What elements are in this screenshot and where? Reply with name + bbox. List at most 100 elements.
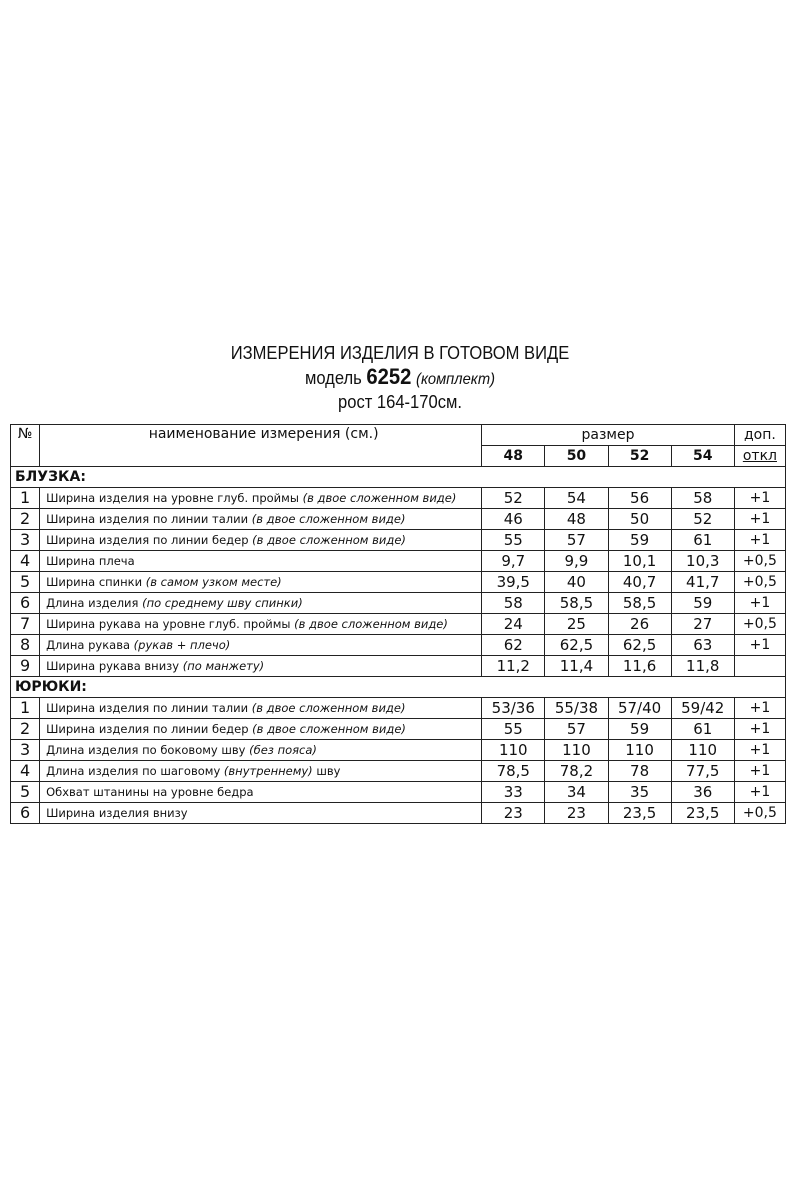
tolerance-value: +0,5 <box>733 571 787 593</box>
header-size-50: 50 <box>544 445 609 467</box>
measurement-note: (внутреннему) <box>223 764 313 778</box>
size-value: 55 <box>481 718 546 740</box>
row-number: 3 <box>9 529 41 551</box>
size-value: 10,3 <box>670 550 735 572</box>
section-title: БЛУЗКА: <box>10 466 786 488</box>
size-value: 23 <box>544 802 609 824</box>
model-suffix: (комплект) <box>416 371 496 388</box>
size-value: 52 <box>670 508 735 530</box>
size-value: 23,5 <box>670 802 735 824</box>
table-row: 2 Ширина изделия по линии бедер (в двое с… <box>9 718 787 740</box>
tolerance-value: +1 <box>733 529 787 551</box>
measurement-note: (в самом узком месте) <box>145 575 282 589</box>
tolerance-value: +1 <box>733 739 787 761</box>
size-value: 59 <box>607 529 672 551</box>
measurement-label: Ширина изделия по линии бедер <box>46 722 253 736</box>
size-value: 24 <box>481 613 546 635</box>
measurement-label: Ширина изделия внизу <box>46 806 188 820</box>
table-row: 8 Длина рукава (рукав + плечо) 62 62,5 62,5 6… <box>9 634 787 656</box>
tolerance-value: +1 <box>733 760 787 782</box>
measurement-label: Ширина изделия на уровне глуб. проймы <box>46 491 303 505</box>
measurement-label: Ширина рукава внизу <box>46 659 183 673</box>
tolerance-value: +1 <box>733 781 787 803</box>
row-number: 2 <box>9 508 41 530</box>
row-number: 4 <box>9 760 41 782</box>
document-header: ИЗМЕРЕНИЯ ИЗДЕЛИЯ В ГОТОВОМ ВИДЕ модель … <box>0 342 800 414</box>
row-number: 7 <box>9 613 41 635</box>
size-value: 48 <box>544 508 609 530</box>
size-value: 40 <box>544 571 609 593</box>
measurement-note: (в двое сложенном виде) <box>251 512 406 526</box>
measurement-note: (рукав + плечо) <box>133 638 231 652</box>
model-line: модель 6252 (комплект) <box>32 365 768 391</box>
measurement-label: Ширина изделия по линии бедер <box>46 533 253 547</box>
measurement-name: Длина рукава (рукав + плечо) <box>39 634 483 656</box>
size-value: 11,6 <box>607 655 672 677</box>
measurement-label: Ширина рукава на уровне глуб. проймы <box>46 617 295 631</box>
size-value: 77,5 <box>670 760 735 782</box>
table-row: 6 Ширина изделия внизу 23 23 23,5 23,5 +0,5 <box>9 802 787 824</box>
size-value: 61 <box>670 529 735 551</box>
measurement-note: (по манжету) <box>182 659 265 673</box>
size-value: 10,1 <box>607 550 672 572</box>
tolerance-value: +1 <box>733 487 787 509</box>
size-value: 25 <box>544 613 609 635</box>
measurement-label: Длина рукава <box>46 638 134 652</box>
measurement-label-tail: шву <box>312 764 341 778</box>
measurement-label: Ширина изделия по линии талии <box>46 701 252 715</box>
table-row: 5 Ширина спинки (в самом узком месте) 39,5… <box>9 571 787 593</box>
measurement-name: Ширина спинки (в самом узком месте) <box>39 571 483 593</box>
size-value: 9,7 <box>481 550 546 572</box>
tolerance-value: +1 <box>733 718 787 740</box>
table-row: 7 Ширина рукава на уровне глуб. проймы (в… <box>9 613 787 635</box>
size-value: 57 <box>544 529 609 551</box>
row-number: 2 <box>9 718 41 740</box>
size-value: 59 <box>670 592 735 614</box>
size-value: 27 <box>670 613 735 635</box>
table-row: 1 Ширина изделия по линии талии (в двое с… <box>9 697 787 719</box>
measurement-label: Длина изделия по шаговому <box>46 764 224 778</box>
size-value: 9,9 <box>544 550 609 572</box>
measurement-name: Ширина изделия по линии бедер (в двое сл… <box>39 718 483 740</box>
table-row: 1 Ширина изделия на уровне глуб. проймы (… <box>9 487 787 509</box>
row-number: 8 <box>9 634 41 656</box>
measurement-name: Длина изделия (по среднему шву спинки) <box>39 592 483 614</box>
section-row: БЛУЗКА: <box>10 466 786 488</box>
size-value: 40,7 <box>607 571 672 593</box>
measurement-label: Длина изделия по боковому шву <box>46 743 250 757</box>
row-number: 5 <box>9 571 41 593</box>
measurement-label: Ширина плеча <box>46 554 135 568</box>
model-number: 6252 <box>366 364 412 389</box>
tolerance-value: +0,5 <box>733 613 787 635</box>
measurement-name: Ширина изделия по линии талии (в двое сл… <box>39 697 483 719</box>
table-row: 4 Длина изделия по шаговому (внутреннему)… <box>9 760 787 782</box>
size-value: 35 <box>607 781 672 803</box>
tolerance-value: +1 <box>733 508 787 530</box>
size-value: 34 <box>544 781 609 803</box>
measurement-label: Обхват штанины на уровне бедра <box>46 785 254 799</box>
size-value: 11,2 <box>481 655 546 677</box>
size-value: 63 <box>670 634 735 656</box>
size-value: 62 <box>481 634 546 656</box>
size-value: 11,4 <box>544 655 609 677</box>
measurement-note: (в двое сложенном виде) <box>251 701 406 715</box>
size-value: 78 <box>607 760 672 782</box>
measurement-label: Длина изделия <box>46 596 143 610</box>
header-size-54: 54 <box>670 445 735 467</box>
header-sizes-row: 48 50 52 54 откл <box>11 445 787 467</box>
row-number: 5 <box>9 781 41 803</box>
table-row: 4 Ширина плеча 9,7 9,9 10,1 10,3 +0,5 <box>9 550 787 572</box>
measurements-table: № наименование измерения (см.) размер до… <box>9 424 787 824</box>
row-number: 6 <box>9 592 41 614</box>
size-value: 62,5 <box>607 634 672 656</box>
size-value: 110 <box>544 739 609 761</box>
header-size: размер <box>481 424 735 446</box>
size-value: 110 <box>481 739 546 761</box>
header-number: № <box>9 424 41 467</box>
tolerance-value: +0,5 <box>733 802 787 824</box>
measurement-name: Ширина изделия внизу <box>39 802 483 824</box>
row-number: 9 <box>9 655 41 677</box>
measurement-name: Ширина рукава на уровне глуб. проймы (в … <box>39 613 483 635</box>
table-row: 3 Ширина изделия по линии бедер (в двое с… <box>9 529 787 551</box>
measurement-note: (по среднему шву спинки) <box>142 596 303 610</box>
